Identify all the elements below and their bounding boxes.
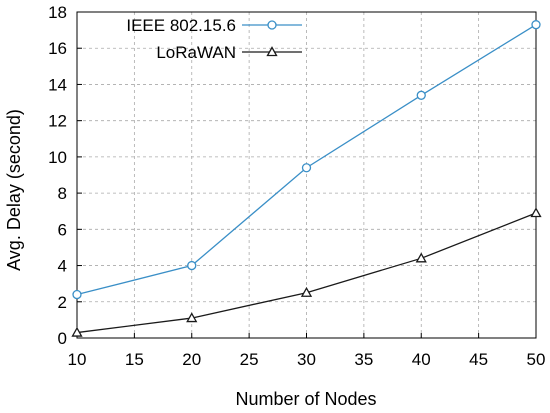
legend-label-ieee: IEEE 802.15.6: [126, 16, 236, 35]
x-tick-label: 45: [469, 350, 488, 369]
y-tick-label: 2: [58, 293, 67, 312]
axis-ticks: 10 15 20 25 30 35 40 45 50 0 2 4 6 8 10 12 14 16 18: [48, 3, 545, 369]
data-point-ieee: [416, 90, 426, 100]
data-point-lorawan: [300, 286, 313, 297]
x-tick-label: 30: [297, 350, 316, 369]
y-tick-label: 12: [48, 112, 67, 131]
data-point-lorawan: [415, 252, 427, 263]
y-axis-title: Avg. Delay (second): [4, 109, 24, 271]
x-tick-label: 25: [240, 350, 259, 369]
y-tick-label: 16: [48, 39, 67, 58]
y-tick-label: 14: [48, 75, 67, 94]
x-axis-title: Number of Nodes: [235, 389, 376, 409]
y-tick-label: 4: [58, 257, 67, 276]
legend-marker-ieee: [267, 20, 277, 30]
data-point-ieee: [301, 163, 312, 173]
y-tick-label: 18: [48, 3, 67, 22]
data-point-ieee: [72, 289, 82, 300]
y-tick-label: 0: [58, 329, 67, 348]
legend: IEEE 802.15.6 LoRaWAN: [126, 16, 302, 62]
x-tick-label: 40: [412, 350, 431, 369]
x-tick-label: 15: [125, 350, 144, 369]
legend-marker-lorawan: [266, 46, 278, 57]
data-point-lorawan: [71, 326, 83, 337]
y-tick-label: 8: [58, 184, 67, 203]
data-point-lorawan: [530, 207, 542, 218]
data-point-ieee: [531, 20, 541, 30]
grid-lines: [77, 12, 536, 338]
x-tick-label: 10: [68, 350, 87, 369]
x-tick-label: 20: [182, 350, 201, 369]
data-point-lorawan: [186, 312, 198, 323]
y-tick-label: 6: [58, 220, 67, 239]
y-tick-label: 10: [48, 148, 67, 167]
data-point-ieee: [187, 260, 197, 271]
legend-label-lorawan: LoRaWAN: [156, 43, 236, 62]
x-tick-label: 35: [354, 350, 373, 369]
series-group: [71, 20, 542, 337]
x-tick-label: 50: [527, 350, 546, 369]
